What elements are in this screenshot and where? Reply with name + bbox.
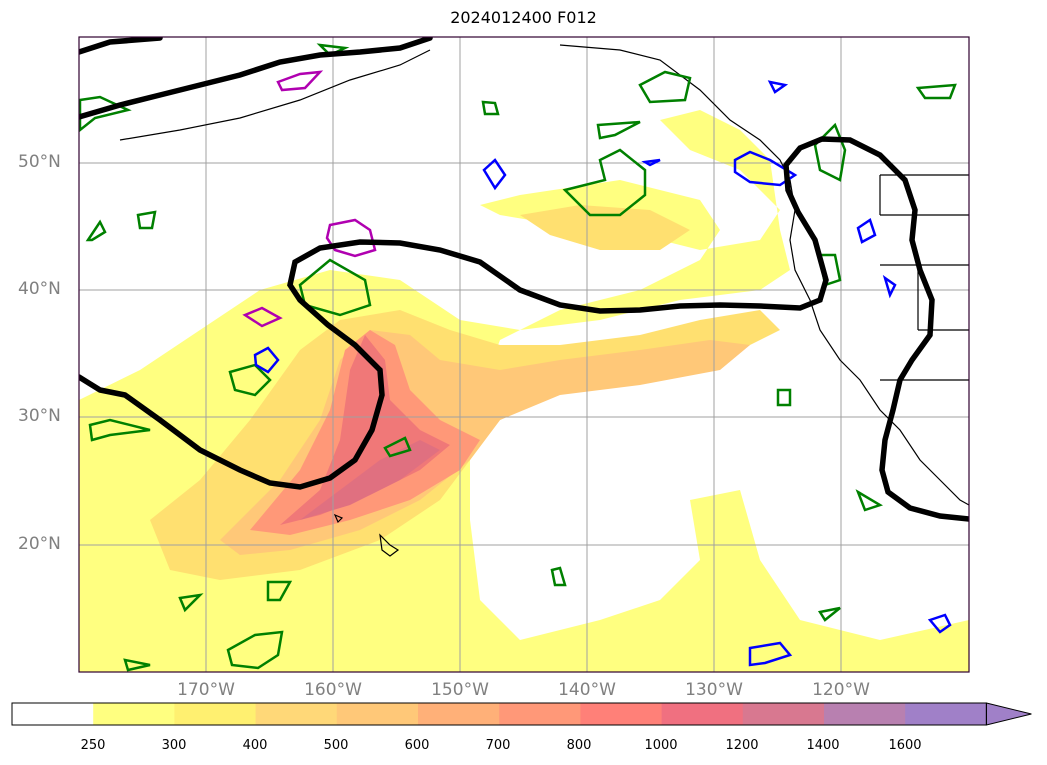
colorbar: [11, 702, 1032, 726]
colorbar-segment: [661, 703, 744, 725]
colorbar-tick-label: 800: [566, 738, 592, 753]
map-panel: [79, 37, 969, 672]
colorbar-segment: [12, 703, 94, 725]
grid-lines: [79, 37, 969, 672]
shade-900: [280, 335, 450, 525]
lat-label-40n: 40°N: [18, 279, 61, 299]
lon-label-160w: 160°W: [304, 680, 362, 700]
colorbar-border: [11, 702, 987, 726]
colorbar-segment: [418, 703, 500, 725]
figure-title: 2024012400 F012: [450, 8, 597, 27]
thick-contours: [79, 37, 969, 522]
colorbar-segment: [93, 703, 175, 725]
colorbar-tick-label: 1200: [725, 738, 759, 753]
colorbar-segment: [499, 703, 581, 725]
colorbar-tick-label: 700: [485, 738, 511, 753]
blue-contours: [253, 80, 952, 667]
lat-label-20n: 20°N: [18, 534, 61, 554]
lon-label-170w: 170°W: [177, 680, 235, 700]
ivt-shading: [79, 110, 969, 672]
shade-300b: [520, 205, 690, 250]
lon-label-120w: 120°W: [812, 680, 870, 700]
colorbar-segment: [580, 703, 663, 725]
map-border: [78, 36, 970, 673]
colorbar-segment: [905, 703, 987, 725]
colorbar-tick-label: 1600: [888, 738, 922, 753]
colorbar-tick-label: 500: [323, 738, 349, 753]
shade-1100: [300, 440, 440, 520]
colorbar-extend-arrow: [985, 702, 1032, 726]
colorbar-tick-label: 250: [80, 738, 106, 753]
colorbar-tick-label: 600: [404, 738, 430, 753]
lat-label-30n: 30°N: [18, 406, 61, 426]
colorbar-segment: [174, 703, 257, 725]
colorbar-tick-label: 400: [242, 738, 268, 753]
colorbar-segment: [336, 703, 419, 725]
lon-label-150w: 150°W: [431, 680, 489, 700]
coastlines: [119, 44, 969, 557]
lon-label-140w: 140°W: [558, 680, 616, 700]
colorbar-tick-label: 300: [161, 738, 187, 753]
lon-label-130w: 130°W: [685, 680, 743, 700]
colorbar-segment: [255, 703, 338, 725]
magenta-contours: [242, 70, 377, 328]
colorbar-segment: [824, 703, 906, 725]
colorbar-tick-label: 1000: [644, 738, 678, 753]
colorbar-tick-label: 1400: [806, 738, 840, 753]
lat-label-50n: 50°N: [18, 152, 61, 172]
colorbar-segment: [742, 703, 825, 725]
